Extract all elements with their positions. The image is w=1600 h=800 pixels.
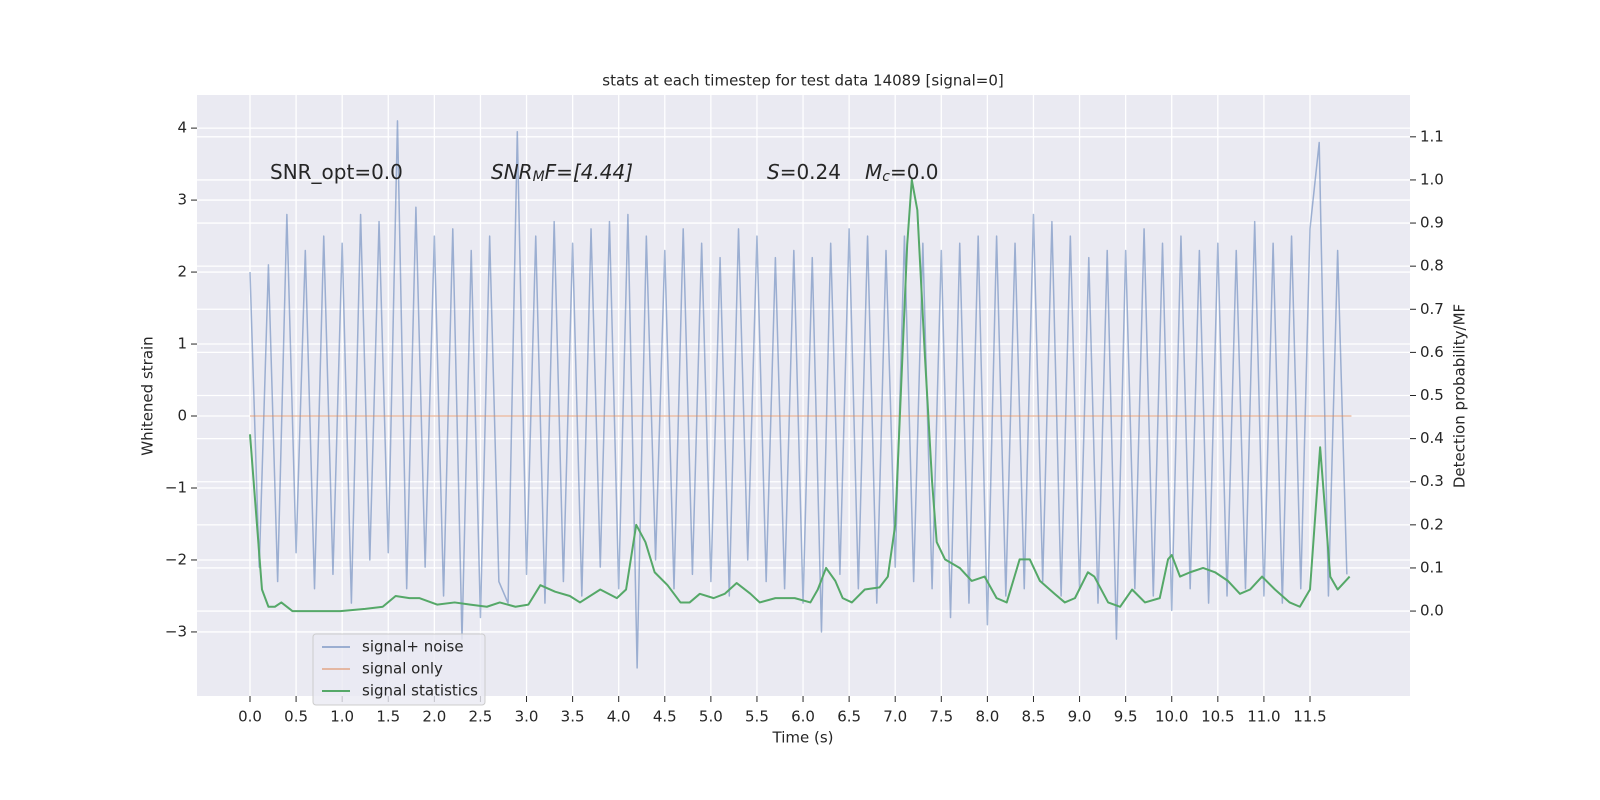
x-tick-label: 3.5 <box>561 708 585 726</box>
series-line <box>249 178 1351 613</box>
y2-tick-label: 0.9 <box>1420 214 1444 232</box>
x-tick-label: 9.0 <box>1068 708 1092 726</box>
x-tick-label: 2.0 <box>422 708 446 726</box>
x-tick-label: 0.0 <box>238 708 262 726</box>
y-tick-label: −2 <box>165 550 187 568</box>
x-tick-label: 0.5 <box>284 708 308 726</box>
x-tick-label: 4.0 <box>607 708 631 726</box>
annotation: SNRMF=[4.44] <box>491 160 633 185</box>
x-tick-label: 11.0 <box>1247 708 1280 726</box>
y2-tick-label: 0.1 <box>1420 558 1444 576</box>
y-tick-label: −3 <box>165 622 187 640</box>
grid <box>197 95 1410 696</box>
y2-axis-label: Detection probability/MF <box>1451 304 1469 488</box>
y-tick-label: 1 <box>177 335 187 353</box>
y-tick-label: 4 <box>177 119 187 137</box>
legend-label: signal only <box>362 660 443 678</box>
x-tick-label: 9.5 <box>1114 708 1138 726</box>
x-tick-label: 8.0 <box>975 708 999 726</box>
x-tick-label: 8.5 <box>1022 708 1046 726</box>
annotation-part: M <box>865 160 882 184</box>
marks <box>249 120 1352 669</box>
annotation-part: =0.0 <box>890 160 939 184</box>
x-tick-label: 1.5 <box>376 708 400 726</box>
y2-tick-label: 0.4 <box>1420 429 1444 447</box>
y2-tick-label: 0.5 <box>1420 386 1444 404</box>
y-axis-label: Whitened strain <box>139 336 157 455</box>
annotation-part: SNR <box>491 160 533 184</box>
y2-tick-label: 0.3 <box>1420 472 1444 490</box>
x-tick-label: 6.5 <box>837 708 861 726</box>
x-tick-label: 5.5 <box>745 708 769 726</box>
x-tick-label: 7.0 <box>883 708 907 726</box>
x-tick-label: 6.0 <box>791 708 815 726</box>
y2-tick-label: 1.0 <box>1420 170 1444 188</box>
x-tick-label: 5.0 <box>699 708 723 726</box>
x-tick-label: 10.5 <box>1201 708 1234 726</box>
x-tick-label: 11.5 <box>1293 708 1326 726</box>
y2-tick-label: 0.0 <box>1420 602 1444 620</box>
series-line <box>249 120 1348 669</box>
annotation-part: SNR_opt=0.0 <box>270 160 403 184</box>
x-tick-label: 3.0 <box>515 708 539 726</box>
y2-tick-label: 1.1 <box>1420 127 1444 145</box>
y-tick-label: 2 <box>177 263 187 281</box>
annotation: S=0.24 Mc=0.0 <box>767 160 939 185</box>
y-tick-label: 3 <box>177 191 187 209</box>
legend-label: signal statistics <box>362 682 478 700</box>
overlay: 0.0 0.5 1.0 1.5 2.0 2.5 3.0 3.5 4.0 4.5 5.0 5.5 6.0 6… <box>165 119 1444 726</box>
y2-tick-label: 0.6 <box>1420 343 1444 361</box>
legend-label: signal+ noise <box>362 638 464 656</box>
x-tick-label: 4.5 <box>653 708 677 726</box>
y2-tick-label: 0.2 <box>1420 515 1444 533</box>
x-tick-label: 2.5 <box>469 708 493 726</box>
annotation-part: S <box>767 160 780 184</box>
x-tick-label: 10.0 <box>1155 708 1188 726</box>
annotation-part: =0.24 <box>780 160 841 184</box>
chart-title: stats at each timestep for test data 140… <box>602 72 1003 90</box>
x-axis-label: Time (s) <box>772 729 834 747</box>
annotation-part: c <box>882 169 890 185</box>
y2-tick-label: 0.8 <box>1420 257 1444 275</box>
y-tick-label: −1 <box>165 478 187 496</box>
annotation-part: F=[4.44] <box>545 160 633 184</box>
legend-box <box>312 633 486 706</box>
x-tick-label: 1.0 <box>330 708 354 726</box>
x-tick-label: 7.5 <box>929 708 953 726</box>
annotation: SNR_opt=0.0 <box>270 160 403 184</box>
annotation-part: M <box>533 169 545 185</box>
y2-tick-label: 0.7 <box>1420 300 1444 318</box>
y-tick-label: 0 <box>177 407 187 425</box>
